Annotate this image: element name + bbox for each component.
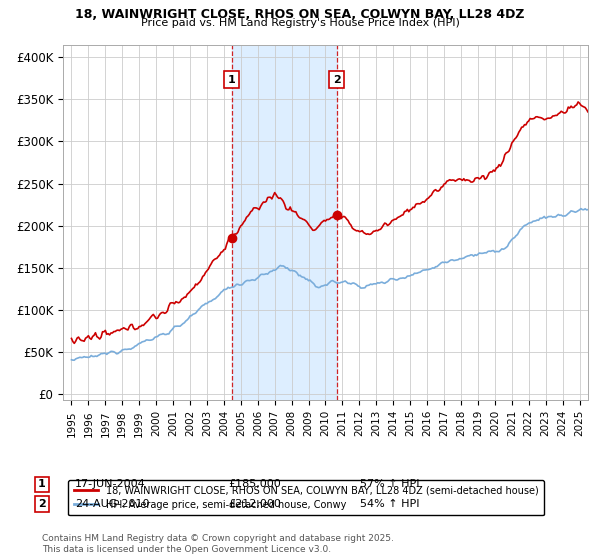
Bar <box>232 45 337 400</box>
Text: 2: 2 <box>332 74 340 85</box>
Text: 1: 1 <box>38 479 46 489</box>
Text: 18, WAINWRIGHT CLOSE, RHOS ON SEA, COLWYN BAY, LL28 4DZ: 18, WAINWRIGHT CLOSE, RHOS ON SEA, COLWY… <box>75 8 525 21</box>
Text: 17-JUN-2004: 17-JUN-2004 <box>75 479 146 489</box>
Text: 54% ↑ HPI: 54% ↑ HPI <box>360 499 419 509</box>
Text: 2: 2 <box>38 499 46 509</box>
Text: 57% ↑ HPI: 57% ↑ HPI <box>360 479 419 489</box>
Text: Price paid vs. HM Land Registry's House Price Index (HPI): Price paid vs. HM Land Registry's House … <box>140 18 460 29</box>
Text: £185,000: £185,000 <box>228 479 281 489</box>
Text: 1: 1 <box>228 74 236 85</box>
Text: 24-AUG-2010: 24-AUG-2010 <box>75 499 149 509</box>
Text: £212,000: £212,000 <box>228 499 281 509</box>
Legend: 18, WAINWRIGHT CLOSE, RHOS ON SEA, COLWYN BAY, LL28 4DZ (semi-detached house), H: 18, WAINWRIGHT CLOSE, RHOS ON SEA, COLWY… <box>68 480 544 516</box>
Text: Contains HM Land Registry data © Crown copyright and database right 2025.
This d: Contains HM Land Registry data © Crown c… <box>42 534 394 554</box>
